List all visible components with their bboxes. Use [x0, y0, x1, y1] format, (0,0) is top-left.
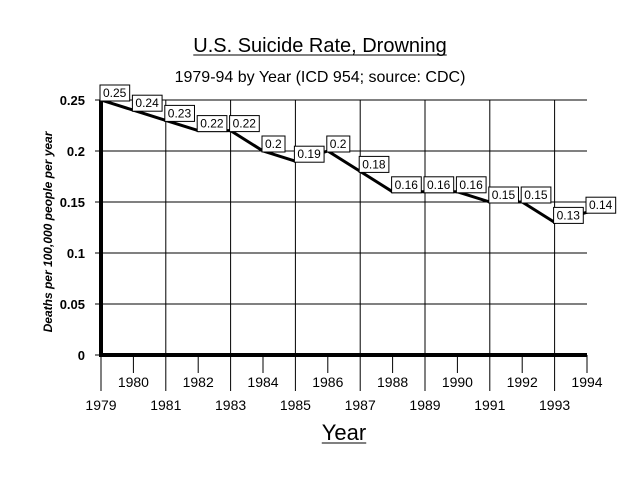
- tick-labels: 00.050.10.150.20.25197919801981198219831…: [60, 93, 603, 413]
- x-tick-label: 1979: [85, 397, 116, 413]
- y-tick-label: 0: [78, 348, 85, 363]
- data-label-text: 0.24: [135, 96, 159, 110]
- data-label-box: [455, 176, 487, 194]
- x-axis-label: Year: [322, 420, 366, 445]
- data-label-text: 0.15: [492, 188, 516, 202]
- data-label: 0.16: [423, 176, 455, 194]
- x-tick-label: 1983: [215, 397, 246, 413]
- chart-subtitle: 1979-94 by Year (ICD 954; source: CDC): [175, 69, 466, 86]
- x-tick-label: 1990: [442, 374, 473, 390]
- x-tick-label: 1981: [150, 397, 181, 413]
- x-tick-label: 1982: [183, 374, 214, 390]
- x-tick-label: 1987: [345, 397, 376, 413]
- data-label-box: [391, 176, 422, 194]
- data-label-box: [358, 155, 390, 173]
- data-label: 0.13: [553, 206, 584, 224]
- y-axis-label: Deaths per 100,000 people per year: [41, 130, 55, 332]
- data-label-box: [196, 115, 228, 133]
- data-label-box: [553, 206, 584, 224]
- y-tick-label: 0.2: [67, 144, 85, 159]
- data-label-text: 0.16: [427, 178, 451, 192]
- x-tick-label: 1989: [409, 397, 440, 413]
- x-tick-label: 1988: [377, 374, 408, 390]
- y-tick-label: 0.15: [60, 195, 85, 210]
- data-label-box: [229, 115, 260, 133]
- data-label-box: [423, 176, 455, 194]
- data-label-text: 0.22: [233, 117, 257, 131]
- data-label: 0.25: [99, 84, 131, 102]
- data-label: 0.18: [358, 155, 390, 173]
- data-label-text: 0.25: [103, 86, 127, 100]
- data-label: 0.16: [455, 176, 487, 194]
- data-label-box: [326, 135, 351, 153]
- data-label-box: [164, 104, 195, 122]
- x-tick-label: 1991: [474, 397, 505, 413]
- data-label-text: 0.16: [459, 178, 483, 192]
- y-tick-label: 0.05: [60, 297, 85, 312]
- x-tick-label: 1980: [118, 374, 149, 390]
- data-label-box: [99, 84, 131, 102]
- data-label-text: 0.22: [200, 117, 224, 131]
- data-label-box: [261, 135, 286, 153]
- x-tick-label: 1986: [312, 374, 343, 390]
- data-label-text: 0.2: [265, 137, 282, 151]
- data-label: 0.15: [520, 186, 552, 204]
- x-tick-label: 1984: [247, 374, 278, 390]
- chart-title: U.S. Suicide Rate, Drowning: [193, 35, 446, 57]
- x-tick-label: 1994: [571, 374, 602, 390]
- data-label-text: 0.18: [362, 157, 386, 171]
- data-label-text: 0.15: [524, 188, 548, 202]
- data-label: 0.15: [488, 186, 519, 204]
- y-tick-label: 0.25: [60, 93, 85, 108]
- data-label-box: [585, 196, 617, 214]
- x-tick-label: 1993: [539, 397, 570, 413]
- x-tick-label: 1985: [280, 397, 311, 413]
- data-label: 0.2: [326, 135, 351, 153]
- data-label: 0.24: [131, 94, 163, 112]
- data-label: 0.19: [293, 145, 325, 163]
- data-label-text: 0.16: [395, 178, 419, 192]
- y-tick-label: 0.1: [67, 246, 85, 261]
- data-label-text: 0.14: [589, 198, 613, 212]
- data-label: 0.22: [229, 115, 260, 133]
- data-label-text: 0.23: [168, 106, 192, 120]
- x-tick-label: 1992: [507, 374, 538, 390]
- data-label-box: [520, 186, 552, 204]
- data-label-text: 0.13: [557, 208, 581, 222]
- data-label-box: [131, 94, 163, 112]
- data-label: 0.16: [391, 176, 422, 194]
- data-label-box: [488, 186, 519, 204]
- data-labels: 0.25 0.24 0.23 0.22 0.22 0.2 0.19 0.2 0.18 0.16 0.…: [99, 84, 617, 224]
- data-label-text: 0.2: [330, 137, 347, 151]
- data-label: 0.2: [261, 135, 286, 153]
- data-label: 0.23: [164, 104, 195, 122]
- axes: [95, 99, 588, 391]
- data-label: 0.14: [585, 196, 617, 214]
- data-label-box: [293, 145, 325, 163]
- data-label: 0.22: [196, 115, 228, 133]
- data-label-text: 0.19: [297, 147, 321, 161]
